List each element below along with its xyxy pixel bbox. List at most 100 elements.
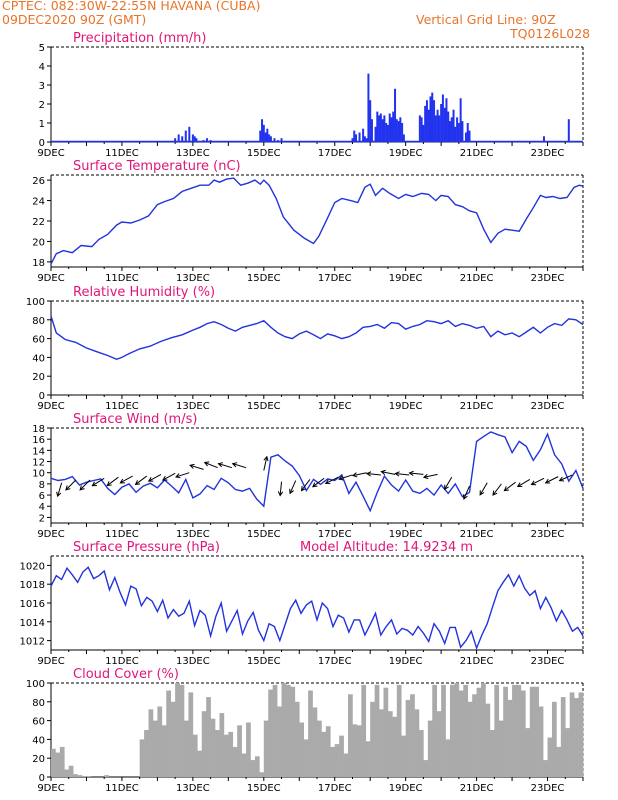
cloud-bar xyxy=(55,752,61,777)
cloud-bar xyxy=(476,687,482,777)
y-tick-label: 5 xyxy=(39,43,45,54)
x-tick-label: 17DEC xyxy=(318,529,352,540)
x-tick-label: 15DEC xyxy=(247,401,281,412)
cloud-bar xyxy=(458,690,464,777)
x-tick-label: 11DEC xyxy=(105,529,139,540)
wind-line xyxy=(50,431,584,513)
cloud-bar xyxy=(285,684,291,777)
precip-bar xyxy=(454,126,457,142)
precip-bar xyxy=(376,111,379,142)
precip-bar xyxy=(276,140,279,142)
wind-arrow xyxy=(408,470,424,476)
cloud-bar xyxy=(82,776,87,777)
cloud-bar xyxy=(405,699,411,777)
wind-arrow xyxy=(394,471,410,477)
cloud-bar xyxy=(565,728,570,777)
x-tick-label: 15DEC xyxy=(247,656,281,667)
humidity-title: Relative Humidity (%) xyxy=(73,285,215,300)
cloud-bar xyxy=(396,684,402,777)
wind-arrow xyxy=(79,479,91,491)
precip-bar xyxy=(202,140,205,142)
model-altitude-label: Model Altitude: 14.9234 m xyxy=(300,540,473,555)
cloud-bar xyxy=(68,765,74,777)
y-tick-label: 22 xyxy=(32,217,45,228)
precip-bar xyxy=(268,134,271,142)
precip-bar xyxy=(397,121,400,142)
cloud-bar xyxy=(445,739,451,777)
y-tick-label: 60 xyxy=(32,335,45,346)
cloud-bar xyxy=(503,686,508,777)
y-tick-label: 2 xyxy=(39,513,45,524)
cloud-bar xyxy=(560,697,566,777)
precip-bar xyxy=(383,115,386,142)
precip-bar xyxy=(358,132,361,142)
cloud-bar xyxy=(489,730,495,777)
x-tick-label: 23DEC xyxy=(531,401,565,412)
wind-arrow xyxy=(324,476,339,485)
y-tick-label: 20 xyxy=(32,754,45,765)
y-tick-label: 1 xyxy=(39,119,45,130)
cloud-bar xyxy=(215,730,220,777)
x-tick-label: 15DEC xyxy=(247,529,281,540)
precip-bar xyxy=(452,109,455,142)
cloud-bar xyxy=(361,684,367,777)
wind-arrow xyxy=(161,472,176,481)
cloud-bar xyxy=(365,741,371,777)
precip-bar xyxy=(188,126,191,142)
precip-bar xyxy=(195,138,198,142)
wind-arrow xyxy=(65,479,77,491)
cloud-bar xyxy=(498,720,504,777)
x-tick-label: 13DEC xyxy=(176,656,210,667)
cloud-bar xyxy=(250,760,256,777)
cloud-bar xyxy=(148,709,154,777)
cloud-bar xyxy=(352,724,358,777)
x-tick-label: 21DEC xyxy=(460,148,494,159)
y-tick-label: 14 xyxy=(32,446,45,457)
x-tick-label: 9DEC xyxy=(37,401,64,412)
wind-arrow xyxy=(365,471,381,477)
precip-bar xyxy=(440,104,443,142)
precip-bar xyxy=(369,100,372,142)
cloud-bar xyxy=(436,711,442,777)
wind-arrow xyxy=(338,474,353,481)
precip-bar xyxy=(261,119,264,142)
wind-arrow xyxy=(462,485,470,500)
cloud-bar xyxy=(161,725,167,777)
wind-arrow xyxy=(147,473,162,482)
precip-bar xyxy=(184,130,187,142)
x-tick-label: 19DEC xyxy=(389,656,423,667)
x-tick-label: 17DEC xyxy=(318,656,352,667)
cloud-bar xyxy=(188,692,194,777)
precip-bar xyxy=(434,115,437,142)
cloud-bar xyxy=(343,753,349,777)
precip-bar xyxy=(399,117,402,142)
cloud-bar xyxy=(481,683,486,777)
precip-bar xyxy=(355,134,358,142)
cloud-bar xyxy=(525,728,531,777)
cloud-bar xyxy=(578,692,584,777)
x-tick-label: 23DEC xyxy=(531,529,565,540)
precip-bar xyxy=(427,109,430,142)
x-tick-label: 21DEC xyxy=(460,656,494,667)
wind-arrow xyxy=(203,461,218,469)
x-tick-label: 11DEC xyxy=(105,783,139,794)
precip-bar xyxy=(266,128,269,142)
x-tick-label: 13DEC xyxy=(176,148,210,159)
precip-bar xyxy=(445,98,448,142)
wind-arrow xyxy=(516,478,531,488)
precip-bar xyxy=(280,138,283,142)
y-tick-label: 40 xyxy=(32,735,45,746)
x-tick-label: 9DEC xyxy=(37,529,64,540)
y-tick-label: 18 xyxy=(32,258,45,269)
cloud-bar xyxy=(232,746,238,777)
x-tick-label: 11DEC xyxy=(105,401,139,412)
cloud-bar xyxy=(303,739,309,777)
cloud-bar xyxy=(139,739,145,777)
wind-arrow xyxy=(231,462,247,469)
y-tick-label: 4 xyxy=(39,62,45,73)
precip-bar xyxy=(381,119,384,142)
grid-line-note: Vertical Grid Line: 90Z xyxy=(416,12,556,27)
precip-bar xyxy=(449,121,451,142)
